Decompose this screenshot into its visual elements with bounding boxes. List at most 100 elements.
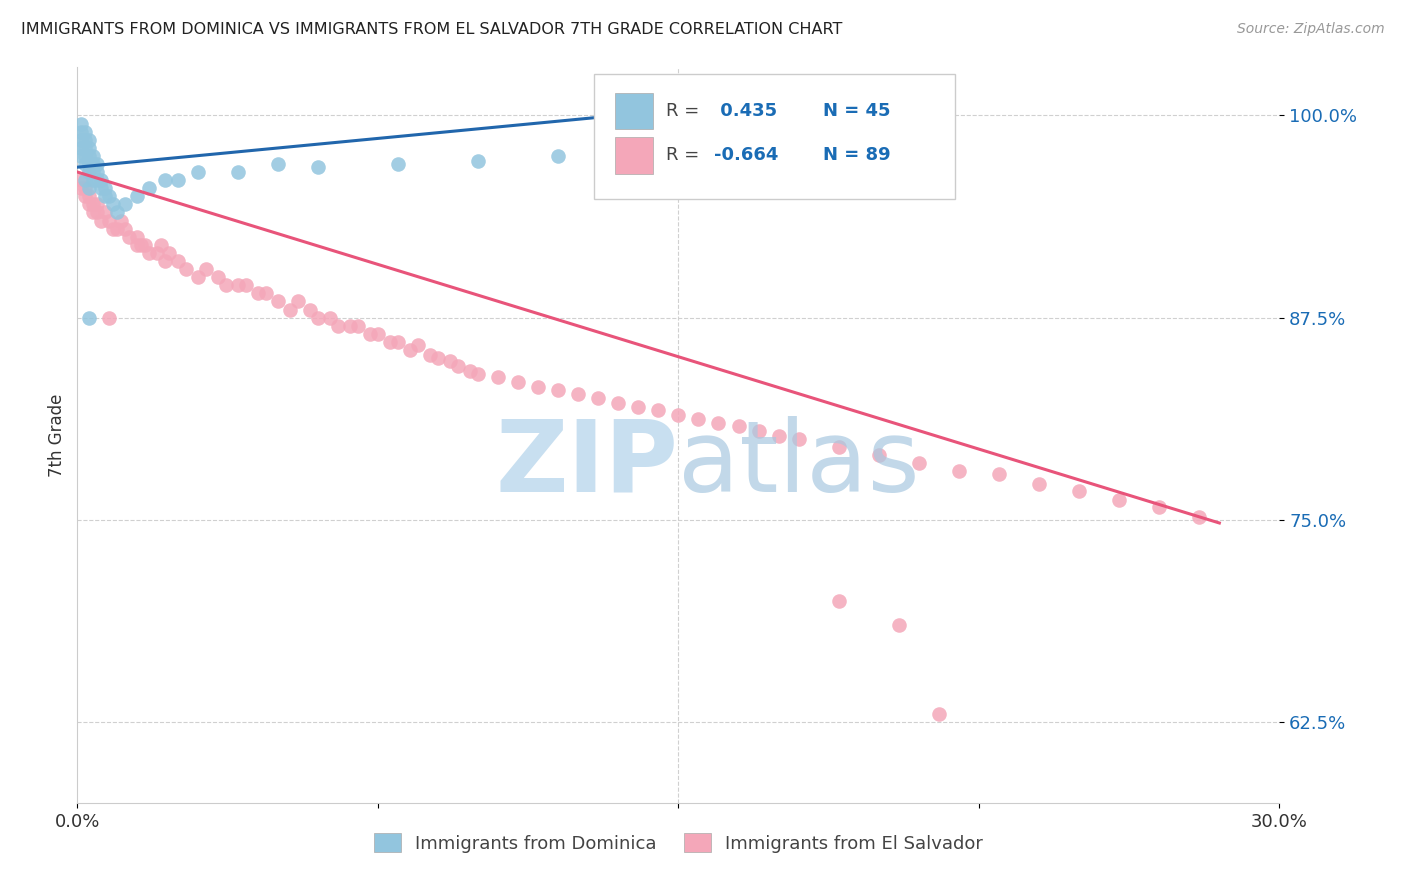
Point <box>79 189 101 203</box>
Point <box>347 318 370 333</box>
Point <box>278 302 301 317</box>
Point <box>588 392 610 406</box>
Point <box>103 197 125 211</box>
Point <box>159 246 181 260</box>
Point <box>114 221 136 235</box>
Point <box>186 165 209 179</box>
Point <box>486 370 509 384</box>
Point <box>70 173 93 187</box>
Point <box>75 181 97 195</box>
Point <box>90 173 112 187</box>
Point <box>186 270 209 285</box>
Point <box>70 133 93 147</box>
Point <box>79 157 101 171</box>
Point <box>150 237 173 252</box>
Point <box>82 157 104 171</box>
Point <box>387 334 409 349</box>
Point <box>94 181 117 195</box>
Text: -0.664: -0.664 <box>714 146 779 164</box>
Point <box>508 376 530 390</box>
Text: Source: ZipAtlas.com: Source: ZipAtlas.com <box>1237 22 1385 37</box>
Text: R =: R = <box>666 102 706 120</box>
Point <box>307 160 329 174</box>
Point <box>748 424 770 438</box>
Point <box>647 402 669 417</box>
Point <box>235 278 257 293</box>
Point <box>439 354 461 368</box>
Point <box>79 310 101 325</box>
Point <box>70 125 93 139</box>
Point <box>527 380 550 394</box>
Point <box>467 153 489 168</box>
Legend: Immigrants from Dominica, Immigrants from El Salvador: Immigrants from Dominica, Immigrants fro… <box>367 826 990 860</box>
Point <box>79 181 101 195</box>
Point <box>399 343 422 357</box>
Point <box>547 384 569 398</box>
Point <box>86 157 108 171</box>
Point <box>114 197 136 211</box>
Point <box>94 189 117 203</box>
Point <box>1108 493 1130 508</box>
Text: N = 45: N = 45 <box>823 102 890 120</box>
Bar <box>614 93 654 129</box>
Point <box>214 278 236 293</box>
Point <box>287 294 309 309</box>
Point <box>908 456 931 470</box>
Point <box>86 205 108 219</box>
Point <box>378 334 401 349</box>
Point <box>98 189 121 203</box>
Point <box>70 116 93 130</box>
Point <box>467 368 489 382</box>
Point <box>75 125 97 139</box>
Point <box>447 359 470 373</box>
Point <box>607 112 630 126</box>
Point <box>928 706 950 721</box>
Point <box>103 221 125 235</box>
Point <box>94 205 117 219</box>
Point <box>127 237 149 252</box>
Point <box>246 286 269 301</box>
Point <box>367 326 389 341</box>
Point <box>118 229 141 244</box>
Point <box>155 173 177 187</box>
Point <box>138 246 160 260</box>
Point <box>707 416 730 430</box>
Point <box>79 141 101 155</box>
Point <box>107 205 129 219</box>
Point <box>79 133 101 147</box>
Point <box>1188 509 1211 524</box>
Point <box>86 173 108 187</box>
Point <box>86 165 108 179</box>
Point <box>267 157 290 171</box>
Point <box>307 310 329 325</box>
Point <box>607 396 630 410</box>
Point <box>1069 483 1091 498</box>
Point <box>166 173 188 187</box>
Text: IMMIGRANTS FROM DOMINICA VS IMMIGRANTS FROM EL SALVADOR 7TH GRADE CORRELATION CH: IMMIGRANTS FROM DOMINICA VS IMMIGRANTS F… <box>21 22 842 37</box>
Point <box>107 221 129 235</box>
Point <box>948 464 970 478</box>
Point <box>828 440 851 454</box>
Point <box>419 348 441 362</box>
Text: atlas: atlas <box>679 416 920 513</box>
Point <box>127 229 149 244</box>
Text: 0.435: 0.435 <box>714 102 778 120</box>
Point <box>688 412 710 426</box>
Point <box>131 237 153 252</box>
Point <box>339 318 361 333</box>
Point <box>627 400 650 414</box>
Point <box>668 408 690 422</box>
Point <box>86 197 108 211</box>
Point <box>75 133 97 147</box>
Point <box>406 338 429 352</box>
Point <box>70 181 93 195</box>
Point <box>1149 500 1171 514</box>
FancyBboxPatch shape <box>595 74 955 200</box>
Point <box>82 197 104 211</box>
Point <box>134 237 156 252</box>
Point <box>887 618 910 632</box>
Point <box>254 286 277 301</box>
Point <box>988 467 1011 482</box>
Point <box>207 270 229 285</box>
Point <box>90 213 112 227</box>
